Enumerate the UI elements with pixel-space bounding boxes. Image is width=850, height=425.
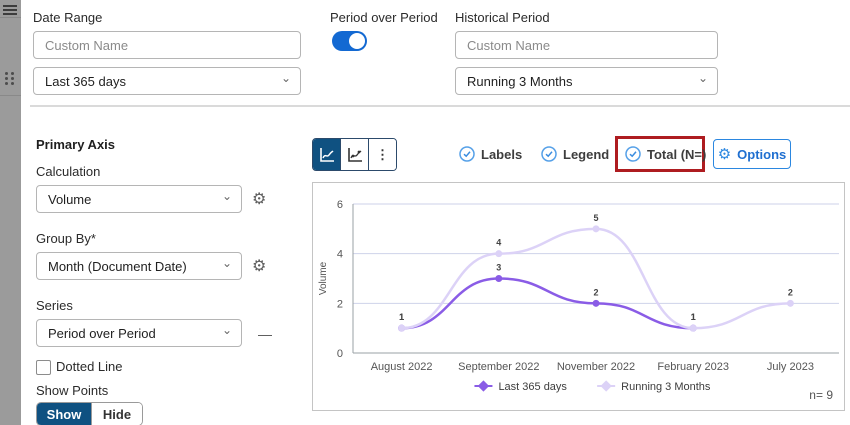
x-tick-label: July 2023 — [767, 361, 814, 373]
data-point[interactable] — [786, 299, 794, 307]
calculation-select[interactable]: Volume ⌄ — [36, 185, 242, 213]
x-tick-label: August 2022 — [371, 361, 433, 373]
legend-toggle[interactable]: Legend — [541, 146, 609, 162]
drag-handle-icon[interactable] — [5, 72, 15, 85]
kebab-icon: ⋮ — [376, 146, 389, 162]
calculation-settings-gear-icon[interactable]: ⚙ — [252, 191, 267, 208]
date-range-select[interactable]: Last 365 days ⌄ — [33, 67, 301, 95]
legend-toggle-label: Legend — [563, 146, 610, 162]
data-point[interactable] — [592, 225, 600, 233]
line-chart-icon — [319, 147, 334, 162]
options-button[interactable]: ⚙ Options — [713, 139, 791, 169]
series-line — [400, 277, 695, 330]
data-point[interactable] — [592, 299, 600, 307]
data-label: 1 — [691, 312, 696, 322]
show-points-hide-button[interactable]: Hide — [91, 403, 142, 425]
line-chart-points-icon — [347, 147, 362, 162]
data-point[interactable] — [689, 324, 697, 332]
legend-item-label[interactable]: Running 3 Months — [621, 381, 711, 393]
data-label: 1 — [691, 312, 696, 322]
hamburger-menu-icon[interactable] — [3, 3, 17, 17]
remove-series-icon[interactable]: — — [258, 326, 272, 342]
check-circle-icon — [459, 146, 475, 162]
data-label: 2 — [788, 287, 793, 297]
data-label: 1 — [399, 312, 404, 322]
y-axis-title: Volume — [318, 261, 329, 295]
calculation-select-value: Volume — [48, 191, 92, 207]
historical-period-select[interactable]: Running 3 Months ⌄ — [455, 67, 718, 95]
x-tick-label: February 2023 — [657, 361, 729, 373]
x-tick-label: September 2022 — [458, 361, 539, 373]
date-range-custom-name-input[interactable]: Custom Name — [33, 31, 301, 59]
y-tick-label: 6 — [337, 199, 343, 211]
primary-axis-title: Primary Axis — [36, 137, 116, 152]
total-n-toggle[interactable]: Total (N=) — [625, 146, 706, 162]
date-range-label: Date Range — [33, 10, 103, 25]
data-label: 2 — [593, 287, 598, 297]
check-circle-icon — [541, 146, 557, 162]
total-n-toggle-label: Total (N=) — [647, 146, 707, 162]
data-label: 1 — [399, 312, 404, 322]
legend-marker-diamond — [600, 380, 612, 392]
more-options-kebab-button[interactable]: ⋮ — [368, 139, 396, 170]
dotted-line-checkbox[interactable] — [36, 360, 51, 375]
y-tick-label: 0 — [337, 348, 343, 360]
chart-card: 0 2 4 6 Volume August 2022 September 2022 Novem… — [312, 182, 845, 411]
group-by-label: Group By* — [36, 231, 96, 246]
data-point[interactable] — [495, 250, 503, 258]
chart-type-button-group: ⋮ — [312, 138, 397, 171]
date-range-select-value: Last 365 days — [45, 73, 126, 89]
historical-period-label: Historical Period — [455, 10, 550, 25]
sample-size-note: n= 9 — [809, 388, 833, 402]
data-point[interactable] — [398, 324, 406, 332]
line-chart[interactable]: 0 2 4 6 Volume August 2022 September 2022 Novem… — [313, 183, 844, 410]
dotted-line-label: Dotted Line — [56, 359, 123, 374]
data-label: 5 — [593, 213, 598, 223]
labels-toggle-label: Labels — [481, 146, 523, 162]
annotation-highlight-box — [615, 136, 705, 172]
data-label: 4 — [496, 238, 501, 248]
show-points-segmented-control: Show Hide — [36, 402, 143, 425]
chevron-down-icon: ⌄ — [221, 323, 232, 337]
legend-marker-diamond — [477, 380, 490, 392]
group-by-select[interactable]: Month (Document Date) ⌄ — [36, 252, 242, 280]
historical-period-select-value: Running 3 Months — [467, 73, 573, 89]
x-tick-label: November 2022 — [557, 361, 635, 373]
check-circle-icon — [625, 146, 641, 162]
show-points-label: Show Points — [36, 383, 109, 398]
chevron-down-icon: ⌄ — [221, 189, 232, 203]
line-chart-with-points-type-button[interactable] — [340, 139, 368, 170]
chevron-down-icon: ⌄ — [697, 71, 708, 85]
options-button-label: Options — [737, 146, 787, 162]
group-by-select-value: Month (Document Date) — [48, 258, 187, 274]
data-label: 3 — [496, 263, 501, 273]
series-select[interactable]: Period over Period ⌄ — [36, 319, 242, 347]
series-label: Series — [36, 298, 73, 313]
series-select-value: Period over Period — [48, 325, 156, 341]
side-rail — [0, 0, 21, 425]
chevron-down-icon: ⌄ — [280, 71, 291, 85]
data-point[interactable] — [495, 275, 503, 282]
show-points-show-button[interactable]: Show — [37, 403, 91, 425]
calculation-label: Calculation — [36, 164, 101, 179]
series-line — [400, 227, 792, 330]
period-over-period-label: Period over Period — [330, 10, 438, 25]
section-divider — [30, 105, 850, 107]
group-by-settings-gear-icon[interactable]: ⚙ — [252, 258, 267, 275]
period-over-period-toggle[interactable] — [332, 31, 367, 51]
y-tick-label: 4 — [337, 249, 343, 261]
labels-toggle[interactable]: Labels — [459, 146, 522, 162]
line-chart-type-button[interactable] — [313, 139, 340, 170]
historical-custom-name-input[interactable]: Custom Name — [455, 31, 718, 59]
toggle-knob — [349, 33, 365, 49]
chevron-down-icon: ⌄ — [221, 256, 232, 270]
gear-icon: ⚙ — [717, 145, 732, 163]
y-tick-label: 2 — [337, 298, 343, 310]
legend-item-label[interactable]: Last 365 days — [498, 381, 567, 393]
